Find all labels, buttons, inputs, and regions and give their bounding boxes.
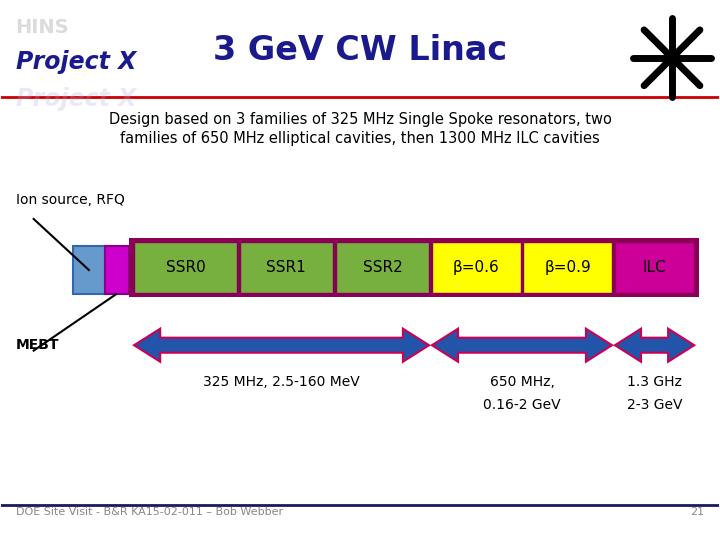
Text: 1.3 GHz: 1.3 GHz [627,375,682,389]
Text: Design based on 3 families of 325 MHz Single Spoke resonators, two: Design based on 3 families of 325 MHz Si… [109,112,611,126]
Text: 0.16-2 GeV: 0.16-2 GeV [483,398,561,412]
Text: 325 MHz, 2.5-160 MeV: 325 MHz, 2.5-160 MeV [203,375,360,389]
FancyBboxPatch shape [432,241,521,293]
Text: HINS: HINS [16,17,69,37]
Text: 650 MHz,: 650 MHz, [490,375,554,389]
FancyBboxPatch shape [336,241,429,293]
FancyBboxPatch shape [615,241,694,293]
Text: β=0.9: β=0.9 [544,260,591,275]
Text: 3 GeV CW Linac: 3 GeV CW Linac [213,33,507,66]
Text: MEBT: MEBT [16,338,59,352]
FancyBboxPatch shape [240,241,333,293]
Text: 21: 21 [690,507,704,517]
FancyBboxPatch shape [105,246,129,294]
Text: 2-3 GeV: 2-3 GeV [627,398,683,412]
Text: SSR1: SSR1 [266,260,306,275]
Text: ILC: ILC [643,260,667,275]
Text: β=0.6: β=0.6 [453,260,500,275]
Text: families of 650 MHz elliptical cavities, then 1300 MHz ILC cavities: families of 650 MHz elliptical cavities,… [120,131,600,146]
Polygon shape [432,329,612,362]
Text: SSR2: SSR2 [362,260,402,275]
FancyBboxPatch shape [73,246,105,294]
Text: Project X: Project X [16,50,136,74]
Text: SSR0: SSR0 [166,260,205,275]
FancyBboxPatch shape [129,238,699,297]
Polygon shape [615,329,694,362]
Text: DOE Site Visit - B&R KA15-02-011 – Bob Webber: DOE Site Visit - B&R KA15-02-011 – Bob W… [16,507,283,517]
Text: Project X: Project X [16,87,136,111]
FancyBboxPatch shape [134,241,237,293]
Polygon shape [134,329,429,362]
Text: Ion source, RFQ: Ion source, RFQ [16,193,125,207]
FancyBboxPatch shape [523,241,612,293]
